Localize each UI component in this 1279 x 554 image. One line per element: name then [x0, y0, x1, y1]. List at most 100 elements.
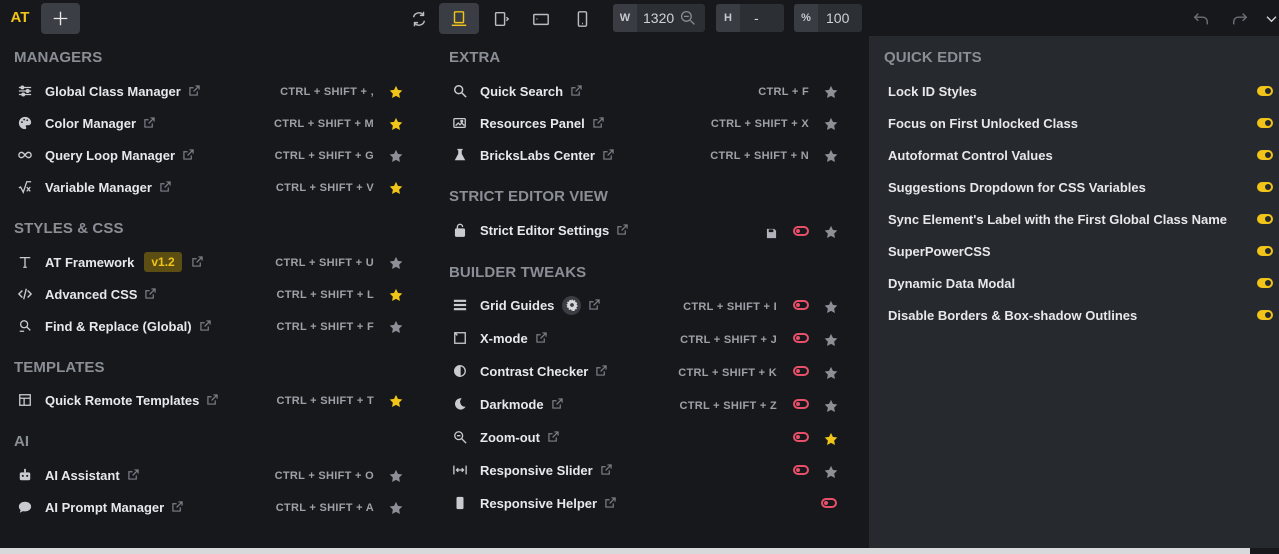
feature-color-manager[interactable]: Color Manager — [17, 110, 156, 136]
external-link-icon[interactable] — [617, 224, 629, 236]
star-icon[interactable] — [389, 394, 403, 408]
star-icon[interactable] — [824, 465, 838, 479]
star-icon[interactable] — [389, 85, 403, 99]
external-link-icon[interactable] — [535, 332, 548, 344]
feature-brickslabs-center[interactable]: BricksLabs Center — [452, 142, 615, 168]
gear-icon[interactable] — [562, 295, 582, 315]
zoom-input[interactable]: 100 — [826, 10, 850, 26]
tablet-button[interactable] — [528, 3, 554, 34]
quick-edit-css-variables-dropdown[interactable]: Suggestions Dropdown for CSS Variables — [888, 175, 1278, 199]
toggle-switch[interactable] — [793, 333, 809, 343]
save-icon[interactable] — [766, 226, 778, 239]
quick-edit-focus-first-unlocked[interactable]: Focus on First Unlocked Class — [888, 111, 1278, 135]
quick-edit-superpowercss[interactable]: SuperPowerCSS — [888, 239, 1278, 263]
external-link-icon[interactable] — [605, 497, 617, 509]
refresh-button[interactable] — [406, 3, 432, 34]
feature-ai-assistant[interactable]: AI Assistant — [17, 462, 140, 488]
feature-quick-remote-templates[interactable]: Quick Remote Templates — [17, 387, 219, 413]
external-link-icon[interactable] — [593, 117, 605, 129]
star-icon[interactable] — [389, 288, 403, 302]
external-link-icon[interactable] — [571, 85, 583, 97]
feature-at-framework[interactable]: AT Framework v1.2 — [17, 249, 204, 275]
zoom-out-icon[interactable] — [680, 10, 696, 26]
external-link-icon[interactable] — [189, 85, 201, 97]
star-icon[interactable] — [824, 225, 838, 239]
star-icon[interactable] — [824, 333, 838, 347]
external-link-icon[interactable] — [199, 320, 212, 332]
external-link-icon[interactable] — [548, 431, 560, 443]
quick-edit-lock-id-styles[interactable]: Lock ID Styles — [888, 79, 1278, 103]
feature-quick-search[interactable]: Quick Search — [452, 78, 583, 104]
star-icon[interactable] — [389, 469, 403, 483]
desktop-breakpoint-button[interactable] — [439, 3, 479, 34]
external-link-icon[interactable] — [601, 464, 613, 476]
toggle-switch[interactable] — [793, 300, 809, 310]
toggle-switch[interactable] — [1257, 278, 1273, 288]
add-element-button[interactable] — [41, 3, 80, 34]
external-link-icon[interactable] — [192, 256, 204, 268]
external-link-icon[interactable] — [183, 149, 195, 161]
external-link-icon[interactable] — [145, 288, 157, 300]
feature-strict-editor-settings[interactable]: Strict Editor Settings — [452, 217, 629, 243]
toggle-switch[interactable] — [1257, 118, 1273, 128]
toggle-switch[interactable] — [793, 465, 809, 475]
toggle-switch[interactable] — [1257, 310, 1273, 320]
feature-grid-guides[interactable]: Grid Guides — [452, 292, 601, 318]
feature-darkmode[interactable]: Darkmode — [452, 391, 564, 417]
star-icon[interactable] — [824, 85, 838, 99]
star-icon[interactable] — [389, 256, 403, 270]
bottom-scrollbar[interactable] — [0, 548, 1250, 554]
external-link-icon[interactable] — [144, 117, 156, 129]
star-icon[interactable] — [824, 432, 838, 446]
external-link-icon[interactable] — [596, 365, 608, 377]
redo-button[interactable] — [1227, 3, 1253, 34]
feature-contrast-checker[interactable]: Contrast Checker — [452, 358, 608, 384]
external-link-icon[interactable] — [172, 501, 184, 513]
star-icon[interactable] — [389, 501, 403, 515]
star-icon[interactable] — [824, 300, 838, 314]
toggle-switch[interactable] — [793, 399, 809, 409]
quick-edit-sync-label[interactable]: Sync Element's Label with the First Glob… — [888, 207, 1278, 231]
feature-zoom-out[interactable]: Zoom-out — [452, 424, 560, 450]
external-link-icon[interactable] — [551, 398, 564, 410]
toggle-switch[interactable] — [793, 226, 809, 236]
toggle-switch[interactable] — [1257, 246, 1273, 256]
external-link-icon[interactable] — [589, 299, 601, 311]
star-icon[interactable] — [389, 320, 403, 334]
quick-edit-dynamic-data-modal[interactable]: Dynamic Data Modal — [888, 271, 1278, 295]
feature-advanced-css[interactable]: Advanced CSS — [17, 281, 157, 307]
feature-responsive-helper[interactable]: Responsive Helper — [452, 490, 617, 516]
star-icon[interactable] — [389, 117, 403, 131]
height-input[interactable]: - — [754, 10, 759, 26]
star-icon[interactable] — [824, 149, 838, 163]
external-link-icon[interactable] — [127, 469, 140, 481]
toggle-switch[interactable] — [1257, 86, 1273, 96]
toggle-switch[interactable] — [1257, 214, 1273, 224]
external-link-icon[interactable] — [603, 149, 615, 161]
feature-find-replace[interactable]: Find & Replace (Global) — [17, 313, 212, 339]
star-icon[interactable] — [389, 181, 403, 195]
toggle-switch[interactable] — [793, 366, 809, 376]
star-icon[interactable] — [824, 117, 838, 131]
more-button[interactable] — [1264, 3, 1279, 34]
feature-responsive-slider[interactable]: Responsive Slider — [452, 457, 613, 483]
external-link-icon[interactable] — [207, 394, 219, 406]
width-input[interactable]: 1320 — [643, 10, 675, 26]
toggle-switch[interactable] — [1257, 182, 1273, 192]
star-icon[interactable] — [389, 149, 403, 163]
feature-x-mode[interactable]: X-mode — [452, 325, 548, 351]
mobile-button[interactable] — [569, 3, 595, 34]
quick-edit-disable-outlines[interactable]: Disable Borders & Box-shadow Outlines — [888, 303, 1278, 327]
brand-logo[interactable]: AT — [10, 9, 30, 26]
star-icon[interactable] — [824, 399, 838, 413]
feature-ai-prompt-manager[interactable]: AI Prompt Manager — [17, 494, 184, 520]
feature-query-loop-manager[interactable]: Query Loop Manager — [17, 142, 195, 168]
toggle-switch[interactable] — [793, 432, 809, 442]
tablet-landscape-button[interactable] — [488, 3, 514, 34]
toggle-switch[interactable] — [821, 498, 837, 508]
feature-variable-manager[interactable]: Variable Manager — [17, 174, 172, 200]
undo-button[interactable] — [1188, 3, 1214, 34]
toggle-switch[interactable] — [1257, 150, 1273, 160]
external-link-icon[interactable] — [160, 181, 172, 193]
feature-global-class-manager[interactable]: Global Class Manager — [17, 78, 201, 104]
